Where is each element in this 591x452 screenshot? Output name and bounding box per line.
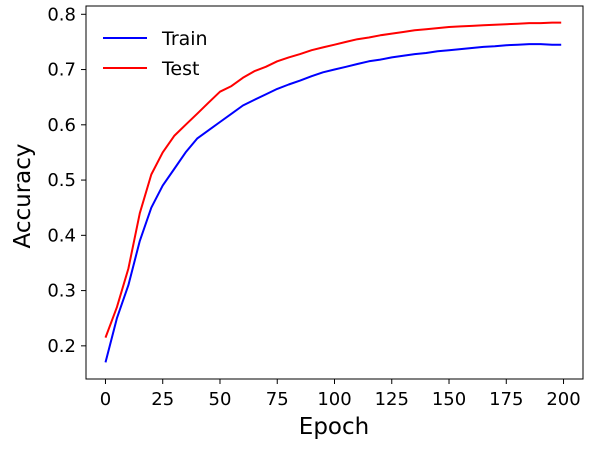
y-axis-label: Accuracy [10,143,36,248]
y-tick-label: 0.2 [47,336,76,357]
x-tick-label: 0 [100,389,111,410]
plot-area [85,5,584,380]
x-tick-label: 25 [151,389,174,410]
legend-label-train: Train [161,28,208,50]
legend: Train Test [103,28,208,80]
y-tick-label: 0.6 [47,115,76,136]
x-axis-ticks: 0 25 50 75 100 125 150 175 200 [100,379,581,410]
x-tick-label: 100 [317,389,351,410]
x-tick-label: 75 [266,389,289,410]
legend-label-test: Test [161,58,199,80]
series-line-test [104,21,562,338]
x-tick-label: 150 [432,389,466,410]
y-tick-label: 0.3 [47,281,76,302]
x-axis-label: Epoch [299,414,369,440]
y-tick-label: 0.7 [47,60,76,81]
x-tick-label: 200 [546,389,580,410]
x-tick-label: 50 [209,389,232,410]
y-axis-ticks: 0.2 0.3 0.4 0.5 0.6 0.7 0.8 [47,4,86,357]
x-tick-label: 125 [375,389,409,410]
y-tick-label: 0.8 [47,4,76,25]
series-line-train [104,43,562,363]
series-layer [104,21,562,363]
x-tick-label: 175 [489,389,523,410]
y-tick-label: 0.4 [47,225,76,246]
y-tick-label: 0.5 [47,170,76,191]
